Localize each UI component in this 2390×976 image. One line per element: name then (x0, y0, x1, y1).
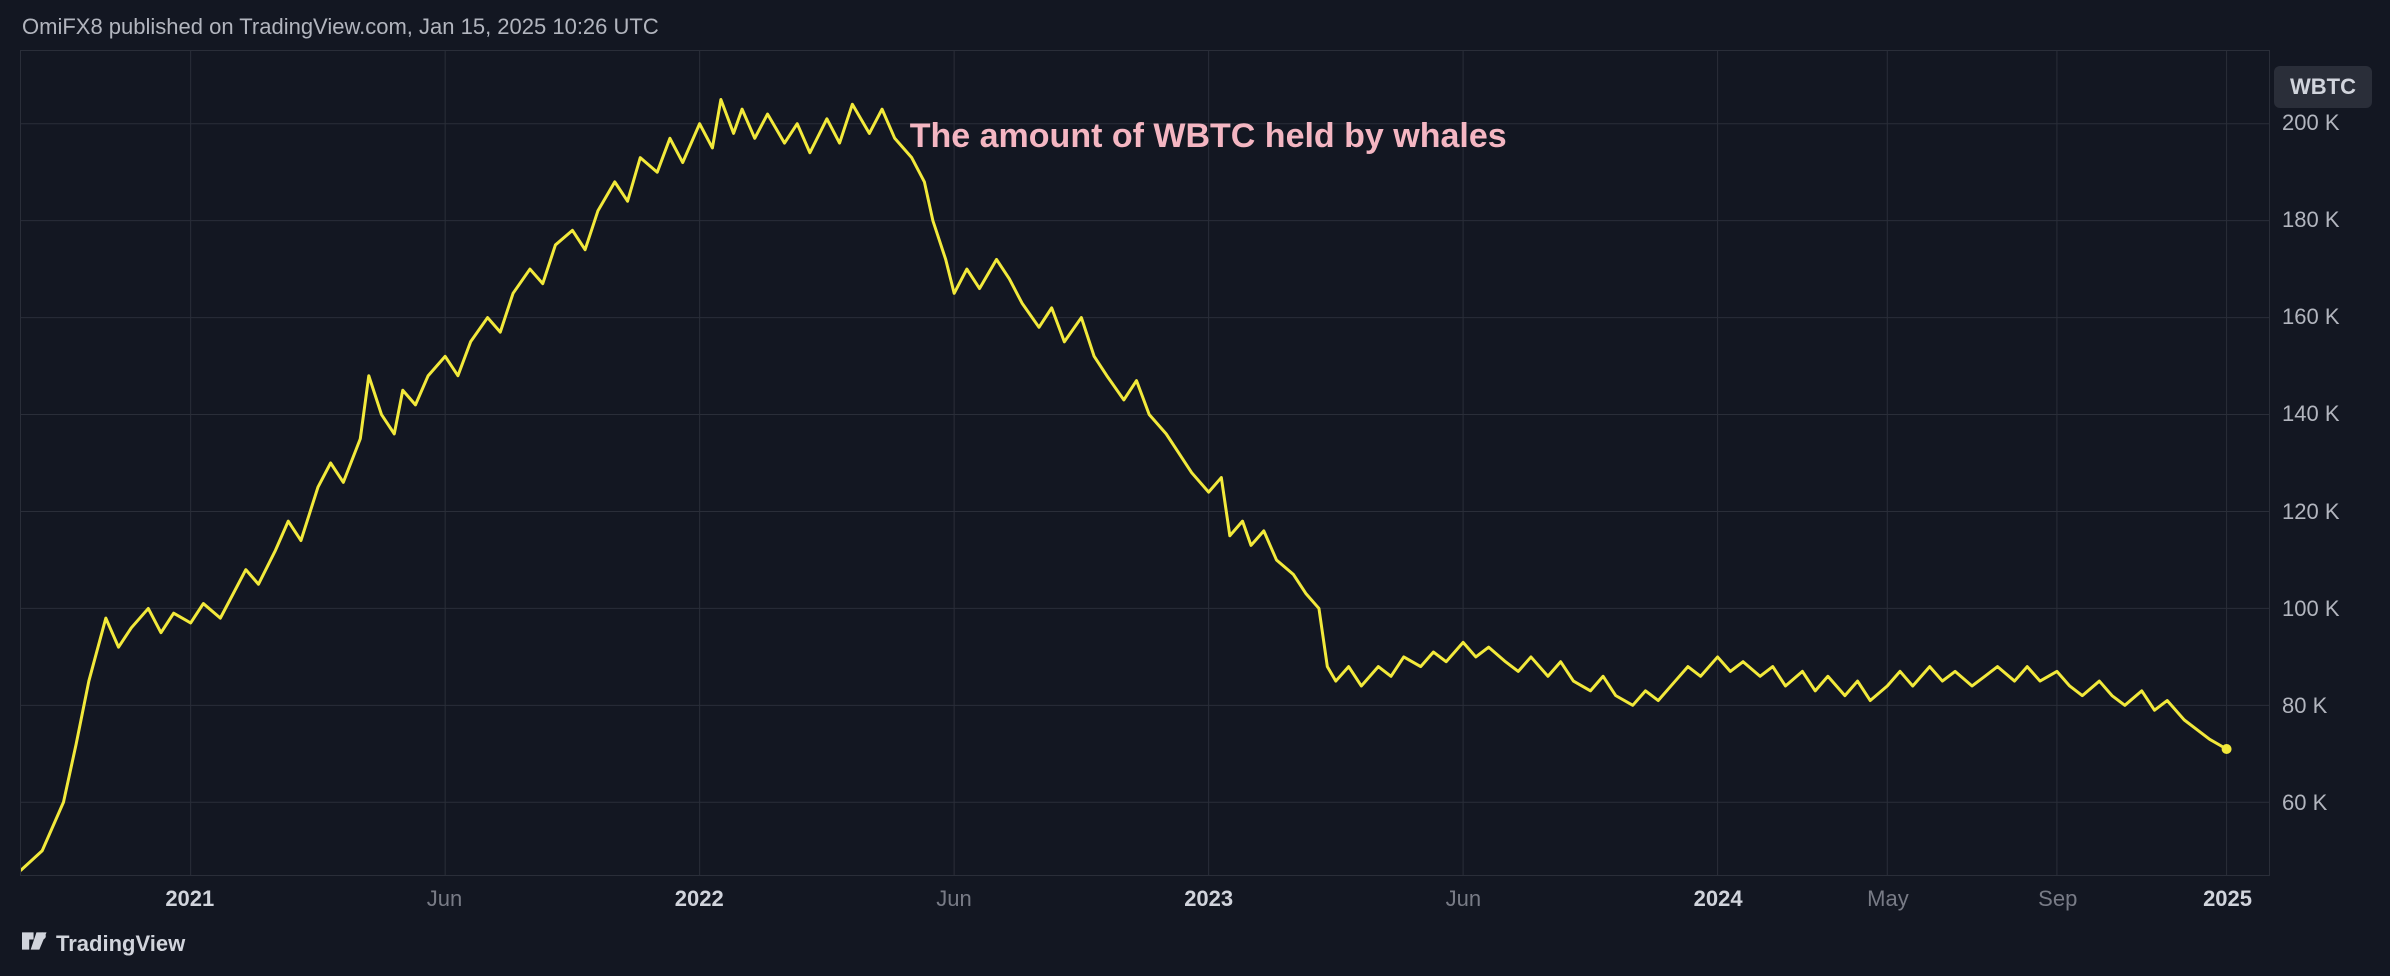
y-tick-label: 100 K (2282, 596, 2340, 622)
line-chart-svg (21, 51, 2269, 875)
y-tick-label: 120 K (2282, 499, 2340, 525)
x-tick-label: Jun (1446, 886, 1481, 912)
y-tick-label: 140 K (2282, 401, 2340, 427)
y-tick-label: 80 K (2282, 693, 2327, 719)
x-tick-label: 2025 (2203, 886, 2252, 912)
x-tick-label: Jun (427, 886, 462, 912)
y-tick-label: 160 K (2282, 304, 2340, 330)
x-tick-label: May (1867, 886, 1909, 912)
y-tick-label: 180 K (2282, 207, 2340, 233)
x-axis: 2021 Jun 2022 Jun 2023 Jun 2024 May Sep 2025 (20, 878, 2270, 918)
chart-container: OmiFX8 published on TradingView.com, Jan… (0, 0, 2390, 976)
x-tick-label: 2024 (1694, 886, 1743, 912)
x-tick-label: Sep (2038, 886, 2077, 912)
x-tick-label: 2021 (165, 886, 214, 912)
y-tick-label: 200 K (2282, 110, 2340, 136)
tradingview-brand-text: TradingView (56, 931, 185, 957)
symbol-badge[interactable]: WBTC (2274, 66, 2372, 108)
tradingview-logo-icon (22, 928, 48, 960)
chart-plot-area[interactable]: The amount of WBTC held by whales (20, 50, 2270, 876)
chart-title: The amount of WBTC held by whales (910, 117, 1507, 156)
y-tick-label: 60 K (2282, 790, 2327, 816)
publish-line: OmiFX8 published on TradingView.com, Jan… (22, 14, 659, 40)
tradingview-brand: TradingView (22, 928, 185, 960)
y-axis: 60 K 80 K 100 K 120 K 140 K 160 K 180 K 200 K (2272, 50, 2390, 876)
x-tick-label: Jun (936, 886, 971, 912)
x-tick-label: 2022 (675, 886, 724, 912)
x-tick-label: 2023 (1184, 886, 1233, 912)
